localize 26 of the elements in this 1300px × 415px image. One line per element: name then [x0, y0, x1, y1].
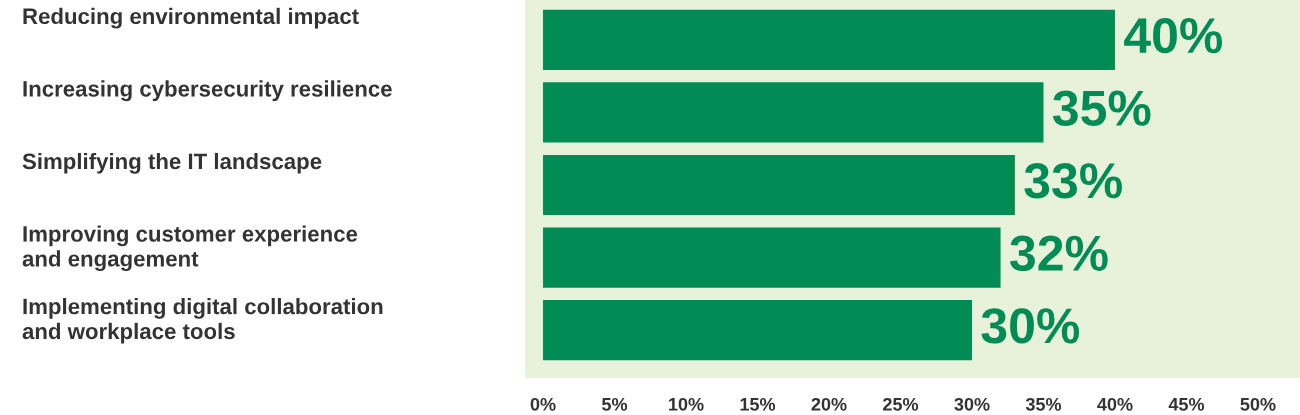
x-tick-label: 10% [669, 397, 704, 411]
x-tick-label: 25% [883, 397, 919, 411]
y-tick-label: Simplifying the IT landscape [22, 152, 322, 174]
bar [543, 227, 1001, 288]
data-label: 40% [1124, 17, 1223, 54]
bar [543, 82, 1044, 143]
y-tick-label: Implementing digital collaboration and workplace tools [22, 298, 383, 344]
y-tick-label: Increasing cybersecurity resilience [23, 80, 392, 102]
y-tick-label: Reducing environmental impact [23, 7, 359, 29]
bar [543, 9, 1115, 71]
y-tick-label: Improving customer experience and engagement [22, 225, 358, 272]
bar [543, 300, 972, 361]
x-tick-label: 30% [954, 397, 990, 411]
bar [543, 154, 1015, 216]
x-tick-label: 35% [1025, 397, 1062, 411]
data-label: 35% [1052, 90, 1151, 126]
data-label: 33% [1024, 163, 1122, 199]
x-tick-label: 50% [1240, 397, 1276, 411]
x-tick-label: 45% [1168, 397, 1205, 411]
x-tick-label: 5% [602, 397, 628, 411]
data-label: 30% [981, 308, 1080, 344]
x-tick-label: 20% [811, 397, 847, 411]
x-tick-label: 0% [530, 397, 556, 411]
data-label: 32% [1010, 235, 1108, 272]
x-tick-label: 40% [1097, 397, 1133, 411]
x-tick-label: 15% [740, 397, 776, 411]
